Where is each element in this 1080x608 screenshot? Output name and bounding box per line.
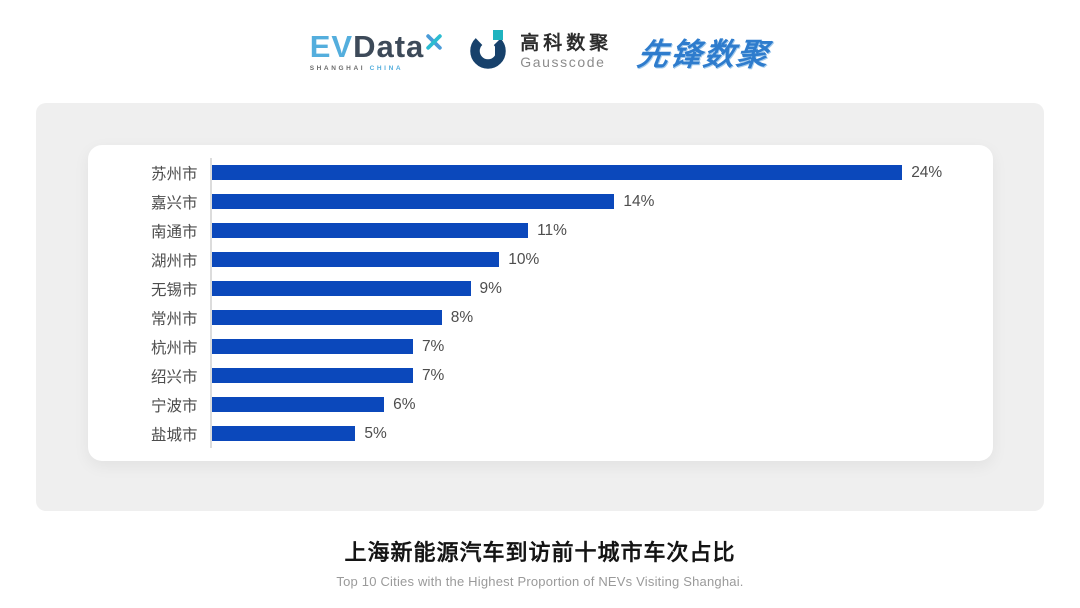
bar-track: 11% [209,216,971,245]
bar-row: 南通市 11% [134,216,971,245]
chart-caption: 上海新能源汽车到访前十城市车次占比 Top 10 Cities with the… [0,535,1080,589]
bar [211,223,529,238]
evdata-ev-text: EV [309,29,354,64]
chart-title: 上海新能源汽车到访前十城市车次占比 [344,540,736,565]
bar-value: 24% [911,163,943,181]
gausscode-text: 高科数聚 Gausscode [520,33,612,71]
bar-category: 绍兴市 [150,368,198,386]
bar [211,252,500,267]
bar-category: 无锡市 [150,281,198,299]
chart-subtitle: Top 10 Cities with the Highest Proportio… [336,574,744,589]
bar-row: 湖州市 10% [134,245,971,274]
bar-track: 7% [209,361,971,390]
gausscode-name-cn: 高科数聚 [520,32,613,54]
bar-row: 盐城市 5% [134,419,971,448]
bar-category: 湖州市 [150,252,198,270]
bar [211,281,471,296]
bar [211,368,413,383]
bar-value: 11% [537,221,567,239]
x-spark-icon [425,25,443,56]
chart-rows: 苏州市 24% 嘉兴市 14% 南通市 11% 湖州市 10% 无锡市 9% [134,158,971,448]
bar-track: 5% [209,419,971,448]
bar-track: 10% [209,245,971,274]
bar-row: 苏州市 24% [134,158,971,187]
bar [211,426,356,441]
evdata-logo: EV Data SHANGHAI CHINA [310,31,444,72]
bar-value: 7% [421,337,445,355]
evdata-tagline-china: CHINA [369,65,404,72]
bar-value: 9% [479,279,502,297]
bar-track: 14% [209,187,971,216]
bar-value: 7% [421,366,445,384]
bar-row: 绍兴市 7% [134,361,971,390]
pioneer-logo: 先锋数聚 [635,37,773,72]
bar-row: 宁波市 6% [134,390,971,419]
gausscode-g-icon [469,27,511,76]
bar-value: 6% [393,395,416,413]
bar-value: 8% [450,308,474,326]
bar-value: 14% [623,192,655,210]
bar [211,194,615,209]
evdata-wordmark: EV Data [310,31,444,62]
bar-category: 宁波市 [150,397,198,415]
bar-track: 6% [209,390,971,419]
bar [211,310,442,325]
evdata-tagline-shanghai: SHANGHAI [309,65,366,72]
gausscode-name-en: Gausscode [520,54,606,71]
chart-panel: 苏州市 24% 嘉兴市 14% 南通市 11% 湖州市 10% 无锡市 9% [36,103,1044,511]
bar-category: 苏州市 [150,165,198,183]
logo-bar: EV Data SHANGHAI CHINA 高科数聚 Gausscode [0,0,1080,103]
bar-track: 9% [209,274,971,303]
bar [211,165,903,180]
bar-track: 8% [209,303,971,332]
bar-track: 7% [209,332,971,361]
bar-row: 杭州市 7% [134,332,971,361]
bar-category: 杭州市 [150,339,198,357]
bar [211,397,385,412]
evdata-data-text: Data [353,29,425,64]
bar-value: 5% [364,424,387,442]
bar-row: 嘉兴市 14% [134,187,971,216]
bar-value: 10% [508,250,540,268]
bar [211,339,413,354]
bar-category: 盐城市 [150,426,198,444]
chart-card: 苏州市 24% 嘉兴市 14% 南通市 11% 湖州市 10% 无锡市 9% [87,145,993,461]
bar-row: 无锡市 9% [134,274,971,303]
bar-category: 常州市 [150,310,198,328]
gausscode-logo: 高科数聚 Gausscode [469,27,612,76]
bar-category: 嘉兴市 [150,194,198,212]
evdata-tagline: SHANGHAI CHINA [310,65,403,72]
bar-category: 南通市 [150,223,198,241]
bar-track: 24% [209,158,971,187]
bar-row: 常州市 8% [134,303,971,332]
